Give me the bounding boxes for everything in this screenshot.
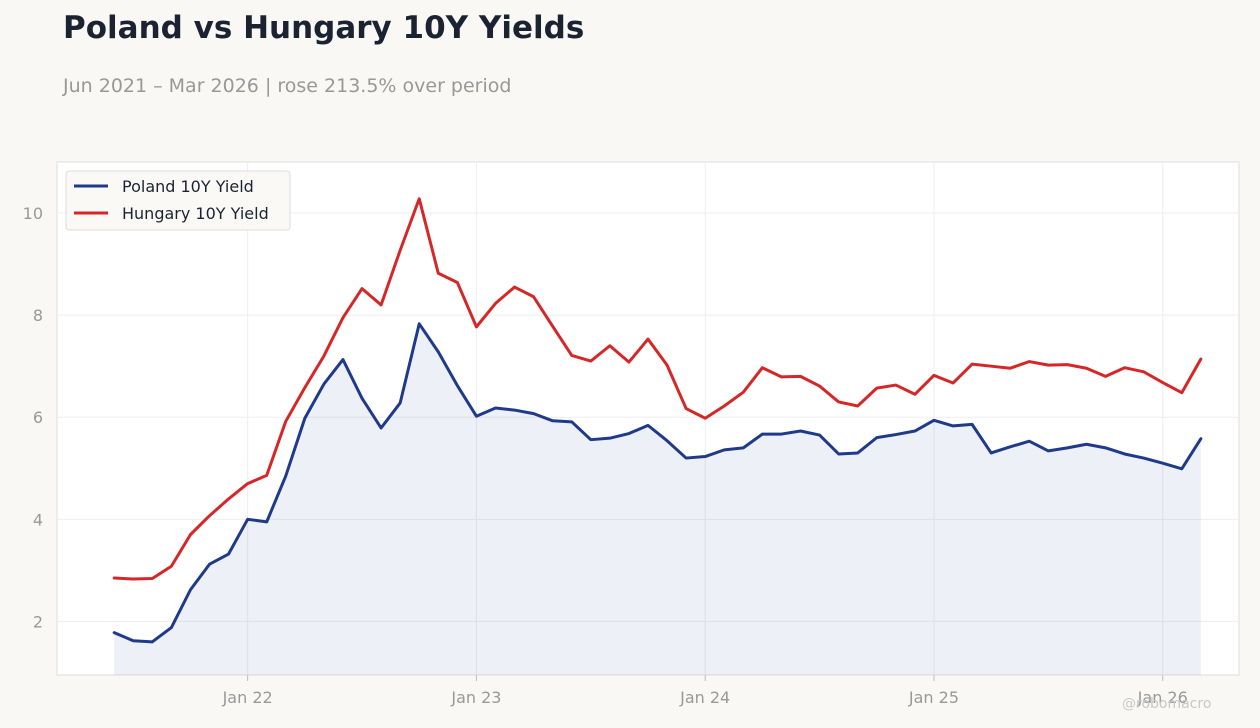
chart-title: Poland vs Hungary 10Y Yields: [63, 10, 585, 46]
y-tick-label: 10: [23, 204, 43, 223]
area-fill-layer: [114, 323, 1201, 675]
y-tick-label: 2: [33, 612, 43, 631]
series-area-fill: [114, 323, 1201, 675]
x-tick-label: Jan 22: [222, 688, 273, 707]
x-tick-label: Jan 26: [1137, 688, 1188, 707]
x-tick-label: Jan 23: [450, 688, 501, 707]
y-tick-label: 6: [33, 408, 43, 427]
plot-area: [56, 161, 1240, 676]
legend: Poland 10Y Yield Hungary 10Y Yield: [65, 170, 291, 231]
y-tick-label: 8: [33, 306, 43, 325]
legend-label: Hungary 10Y Yield: [122, 204, 269, 223]
legend-label: Poland 10Y Yield: [122, 177, 254, 196]
y-tick-label: 4: [33, 510, 43, 529]
watermark: @robomacro: [1122, 696, 1212, 712]
series-line-hungary: [112, 197, 1203, 581]
legend-box: [65, 170, 291, 231]
axis-ticks: 2 4 6 8 10 Jan 22 Jan 23 Jan 24 Jan 25 Jan 26: [23, 204, 1188, 707]
x-tick-label: Jan 25: [908, 688, 959, 707]
chart-subtitle: Jun 2021 – Mar 2026 | rose 213.5% over p…: [63, 75, 512, 97]
x-tick-label: Jan 24: [679, 688, 730, 707]
series-line-poland: [112, 322, 1203, 644]
series-lines: [112, 197, 1203, 644]
